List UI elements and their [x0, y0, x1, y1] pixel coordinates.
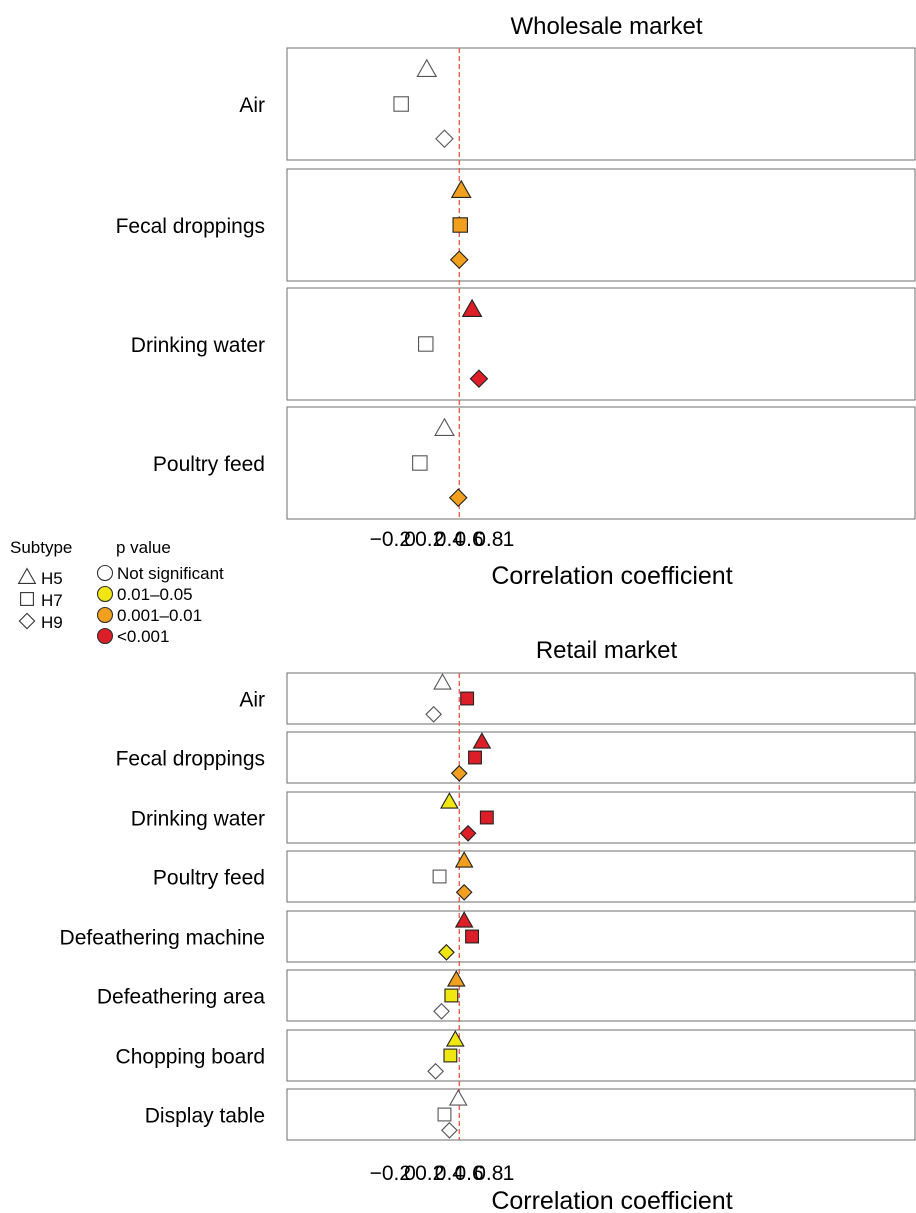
point-chopping-board-h9	[427, 1062, 444, 1080]
point-drinking-water-h5	[440, 792, 459, 809]
legend-pvalue-swatch	[96, 606, 114, 624]
category-label-poultry-feed: Poultry feed	[153, 867, 265, 890]
facet-box-fecal-droppings	[286, 168, 916, 282]
point-chopping-board-h5	[445, 1030, 465, 1047]
legend-shape-h7	[20, 592, 34, 606]
point-air-h9	[435, 129, 454, 149]
x-axis-label: Correlation coefficient	[491, 562, 732, 590]
x-tick-label: 1	[503, 528, 515, 551]
x-tick-label: −0.2	[370, 1162, 411, 1185]
x-tick-label: 0.8	[474, 1162, 503, 1185]
category-label-display-table: Display table	[145, 1105, 265, 1128]
point-drinking-water-h5	[461, 298, 483, 318]
facet-box-display-table	[286, 1088, 916, 1141]
category-label-defeathering-machine: Defeathering machine	[60, 927, 265, 950]
x-tick-label: 1	[503, 1162, 515, 1185]
legend-shape-h5	[17, 567, 37, 584]
point-display-table-h9	[441, 1121, 458, 1139]
point-air-h7	[393, 96, 409, 112]
facet-box-drinking-water	[286, 791, 916, 844]
x-tick-label: 0.2	[415, 1162, 444, 1185]
x-tick-label: 0.6	[454, 1162, 483, 1185]
wholesale-market-panel: Wholesale market Air Fecal droppings Drinki…	[116, 13, 916, 590]
facet-box-chopping-board	[286, 1029, 916, 1082]
point-fecal-droppings-h7	[452, 217, 468, 233]
legend-pvalue-label: 0.01–0.05	[117, 585, 193, 604]
point-fecal-droppings-h5	[450, 179, 472, 199]
legend-subtype-label: H5	[41, 569, 63, 588]
point-poultry-feed-h9	[455, 883, 473, 901]
point-defeathering-machine-h5	[454, 911, 474, 928]
facet-box-defeathering-area	[286, 969, 916, 1022]
category-label-air: Air	[239, 689, 265, 712]
facet-box-poultry-feed	[286, 406, 916, 520]
point-defeathering-machine-h7	[465, 929, 480, 944]
category-label-air: Air	[239, 94, 265, 117]
point-drinking-water-h9	[469, 369, 489, 389]
x-tick-label: 0.6	[454, 528, 483, 551]
point-air-h5	[416, 58, 438, 78]
point-defeathering-area-h9	[433, 1002, 450, 1020]
legend-subtype-title: Subtype	[10, 538, 72, 557]
facet-box-defeathering-machine	[286, 910, 916, 963]
point-air-h9	[425, 705, 443, 723]
legend: Subtype H5 H7 H9 p value Not significant 0.01–…	[10, 538, 224, 646]
point-chopping-board-h7	[443, 1048, 458, 1063]
facet-box-air	[286, 47, 916, 161]
legend-pvalue-title: p value	[116, 538, 171, 557]
x-tick-label: 0.4	[435, 528, 465, 551]
legend-subtype-label: H7	[41, 591, 63, 610]
point-fecal-droppings-h9	[450, 764, 468, 782]
x-tick-label: −0.2	[370, 528, 411, 551]
point-display-table-h5	[448, 1089, 468, 1106]
legend-pvalue-label: 0.001–0.01	[117, 606, 202, 625]
point-drinking-water-h9	[459, 824, 477, 842]
x-tick-label: 0.8	[474, 528, 503, 551]
facet-box-poultry-feed	[286, 850, 916, 903]
point-poultry-feed-h7	[412, 455, 428, 471]
x-axis-label: Correlation coefficient	[491, 1187, 732, 1213]
x-tick-label: 0	[404, 1162, 416, 1185]
category-label-poultry-feed: Poultry feed	[153, 453, 265, 476]
point-defeathering-area-h7	[444, 988, 459, 1003]
point-fecal-droppings-h5	[472, 732, 492, 749]
point-defeathering-machine-h9	[438, 943, 455, 961]
category-label-chopping-board: Chopping board	[116, 1046, 265, 1069]
x-tick-label: 0.4	[435, 1162, 465, 1185]
legend-pvalue-label: <0.001	[117, 627, 169, 646]
chart-title: Retail market	[536, 637, 678, 664]
legend-pvalue-swatch	[96, 564, 114, 582]
category-label-drinking-water: Drinking water	[131, 334, 265, 357]
point-poultry-feed-h5	[454, 851, 474, 868]
point-poultry-feed-h7	[432, 869, 447, 884]
legend-pvalue-swatch	[96, 585, 114, 603]
point-drinking-water-h7	[479, 810, 494, 825]
facet-box-air	[286, 672, 916, 725]
point-poultry-feed-h5	[434, 417, 455, 437]
point-fecal-droppings-h7	[468, 750, 482, 765]
legend-shape-h9	[18, 612, 36, 630]
category-label-drinking-water: Drinking water	[131, 808, 265, 831]
legend-pvalue-label: Not significant	[117, 564, 224, 583]
x-tick-label: 0.2	[415, 528, 444, 551]
x-tick-label: 0	[404, 528, 416, 551]
category-label-defeathering-area: Defeathering area	[97, 986, 265, 1009]
point-defeathering-area-h5	[446, 970, 466, 987]
point-air-h5	[433, 673, 452, 690]
retail-market-panel: Retail market Air Fecal droppings Drinking …	[60, 637, 916, 1213]
point-drinking-water-h7	[418, 336, 434, 352]
facet-box-fecal-droppings	[286, 731, 916, 784]
point-fecal-droppings-h9	[449, 250, 469, 270]
legend-subtype-label: H9	[41, 613, 63, 632]
category-label-fecal-droppings: Fecal droppings	[116, 215, 265, 238]
category-label-fecal-droppings: Fecal droppings	[116, 748, 265, 771]
chart-title: Wholesale market	[510, 13, 702, 40]
point-display-table-h7	[437, 1107, 452, 1122]
legend-pvalue-swatch	[96, 627, 114, 645]
point-air-h7	[460, 691, 475, 706]
facet-box-drinking-water	[286, 287, 916, 401]
point-poultry-feed-h9	[448, 488, 468, 508]
